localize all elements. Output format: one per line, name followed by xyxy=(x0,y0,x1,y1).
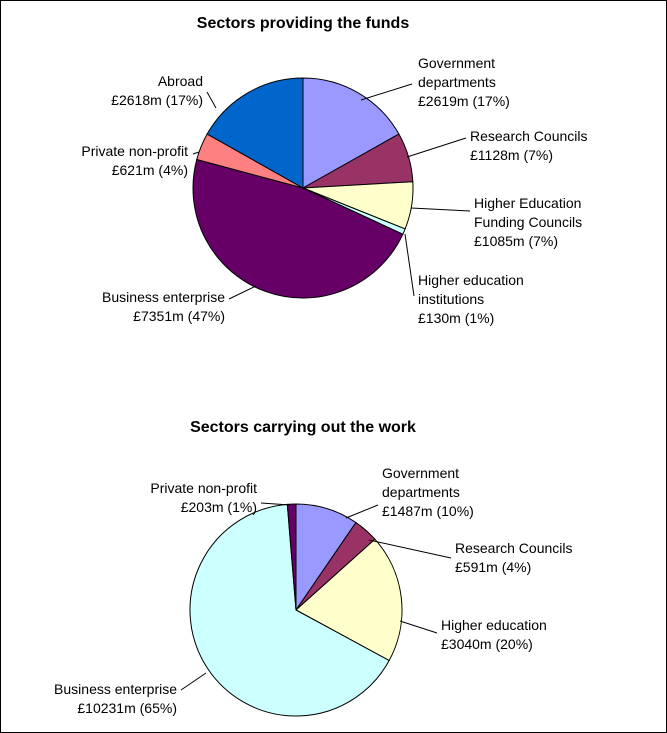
leader-line-work-private-non-profit xyxy=(260,502,291,506)
leader-line-work-higher-education xyxy=(399,620,438,634)
leader-line-work-government-departments xyxy=(345,504,379,519)
leader-line-funds-higher-education-funding-councils xyxy=(410,207,471,212)
slice-funds-abroad xyxy=(206,77,304,189)
data-label-work-research-councils: Research Councils £591m (4%) xyxy=(455,540,573,575)
leader-line-funds-higher-education-institutions xyxy=(404,233,415,297)
pie-chart-funds: Sectors providing the funds Government dep… xyxy=(81,15,587,326)
data-label-funds-business-enterprise: Business enterprise £7351m (47%) xyxy=(102,289,225,324)
leader-line-funds-government-departments xyxy=(360,83,413,101)
data-label-funds-government-departments: Government departments £2619m (17%) xyxy=(418,55,510,109)
leader-line-funds-abroad xyxy=(206,91,217,109)
slice-funds-business-enterprise xyxy=(192,158,404,299)
slice-work-business-enterprise xyxy=(189,503,390,717)
chart-title-funds: Sectors providing the funds xyxy=(197,15,410,32)
data-label-work-higher-education: Higher education £3040m (20%) xyxy=(441,617,547,652)
chart-title-work: Sectors carrying out the work xyxy=(190,419,416,436)
data-label-funds-research-councils: Research Councils £1128m (7%) xyxy=(470,128,588,163)
leader-line-work-research-councils xyxy=(368,539,452,559)
leader-line-funds-research-councils xyxy=(406,137,467,158)
leader-line-funds-private-non-profit xyxy=(192,151,200,155)
data-label-funds-private-non-profit: Private non-profit £621m (4%) xyxy=(81,143,188,178)
data-label-work-business-enterprise: Business enterprise £10231m (65%) xyxy=(54,681,177,716)
data-label-work-private-non-profit: Private non-profit £203m (1%) xyxy=(150,480,257,515)
data-label-work-government-departments: Government departments £1487m (10%) xyxy=(382,465,474,519)
pie-chart-work: Sectors carrying out the work Government d… xyxy=(54,419,573,717)
slice-funds-government-departments xyxy=(302,77,400,189)
data-label-funds-higher-education-institutions: Higher education institutions £130m (1%) xyxy=(418,272,524,326)
leader-line-funds-business-enterprise xyxy=(228,285,257,300)
leader-line-work-business-enterprise xyxy=(180,672,207,691)
slice-work-higher-education xyxy=(295,538,403,662)
data-label-funds-abroad: Abroad £2618m (17%) xyxy=(111,73,203,108)
data-label-funds-higher-education-funding-councils: Higher Education Funding Councils £1085m (… xyxy=(474,195,582,249)
